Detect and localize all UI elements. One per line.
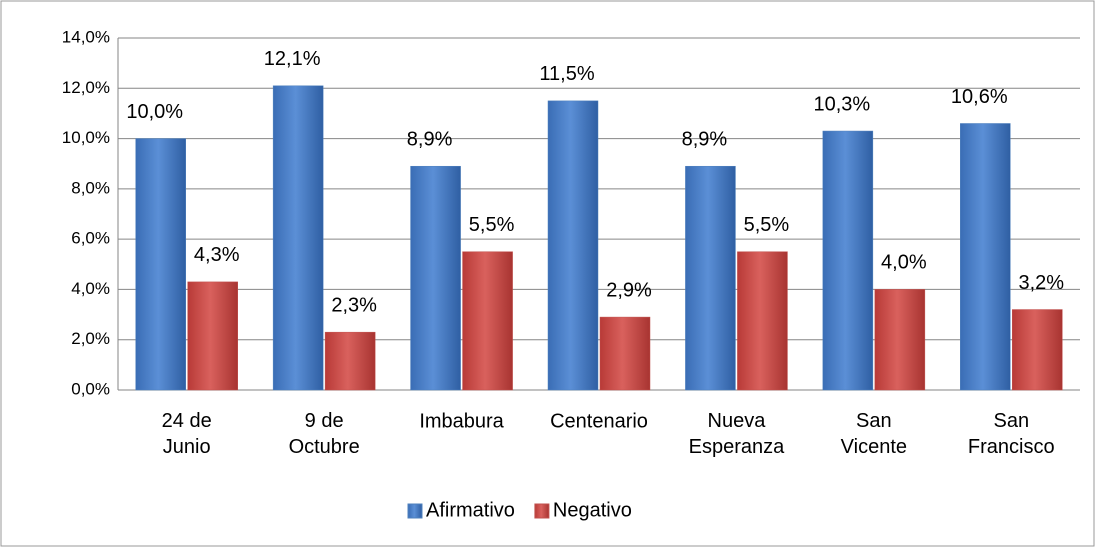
data-label: 5,5% — [469, 214, 515, 236]
bar — [462, 251, 513, 391]
y-tick-label: 0,0% — [71, 379, 110, 398]
bar — [324, 331, 376, 391]
data-label: 5,5% — [744, 214, 790, 236]
legend-swatch — [534, 503, 550, 519]
bar — [410, 165, 461, 391]
data-label: 11,5% — [539, 63, 594, 85]
y-tick-label: 4,0% — [71, 279, 110, 298]
bar — [874, 289, 926, 391]
y-tick-label: 2,0% — [71, 329, 110, 348]
x-tick-label: Imbabura — [419, 410, 504, 432]
bar — [272, 85, 324, 391]
data-label: 10,3% — [813, 93, 870, 115]
bar — [737, 251, 788, 391]
legend-label: Afirmativo — [426, 499, 515, 521]
bar — [960, 123, 1011, 391]
y-tick-label: 6,0% — [71, 229, 110, 248]
data-label: 8,9% — [407, 129, 453, 151]
bar — [135, 138, 186, 391]
data-label: 2,3% — [331, 294, 377, 316]
bar — [599, 316, 651, 391]
data-label: 3,2% — [1018, 272, 1064, 294]
data-label: 8,9% — [682, 129, 728, 151]
x-tick-label: San Vicente — [841, 410, 907, 458]
x-tick-label: 24 de Junio — [162, 410, 212, 458]
data-label: 2,9% — [606, 279, 652, 301]
data-label: 4,3% — [194, 244, 240, 266]
data-label: 4,0% — [881, 252, 927, 274]
y-tick-label: 8,0% — [71, 178, 110, 197]
data-label: 10,0% — [126, 101, 183, 123]
y-tick-label: 12,0% — [62, 78, 110, 97]
bar — [1012, 309, 1063, 391]
y-tick-label: 14,0% — [62, 27, 110, 46]
x-tick-label: San Francisco — [968, 410, 1055, 458]
x-tick-label: Nueva Esperanza — [689, 410, 785, 458]
bar — [547, 100, 599, 391]
bar — [187, 281, 238, 391]
legend-swatch — [407, 503, 423, 519]
y-tick-label: 10,0% — [62, 128, 110, 147]
bar — [822, 130, 874, 391]
data-label: 12,1% — [264, 48, 321, 70]
data-label: 10,6% — [951, 86, 1008, 108]
x-tick-label: Centenario — [550, 410, 648, 432]
legend-label: Negativo — [553, 499, 632, 521]
x-tick-label: 9 de Octubre — [289, 410, 360, 458]
bar — [685, 165, 736, 391]
